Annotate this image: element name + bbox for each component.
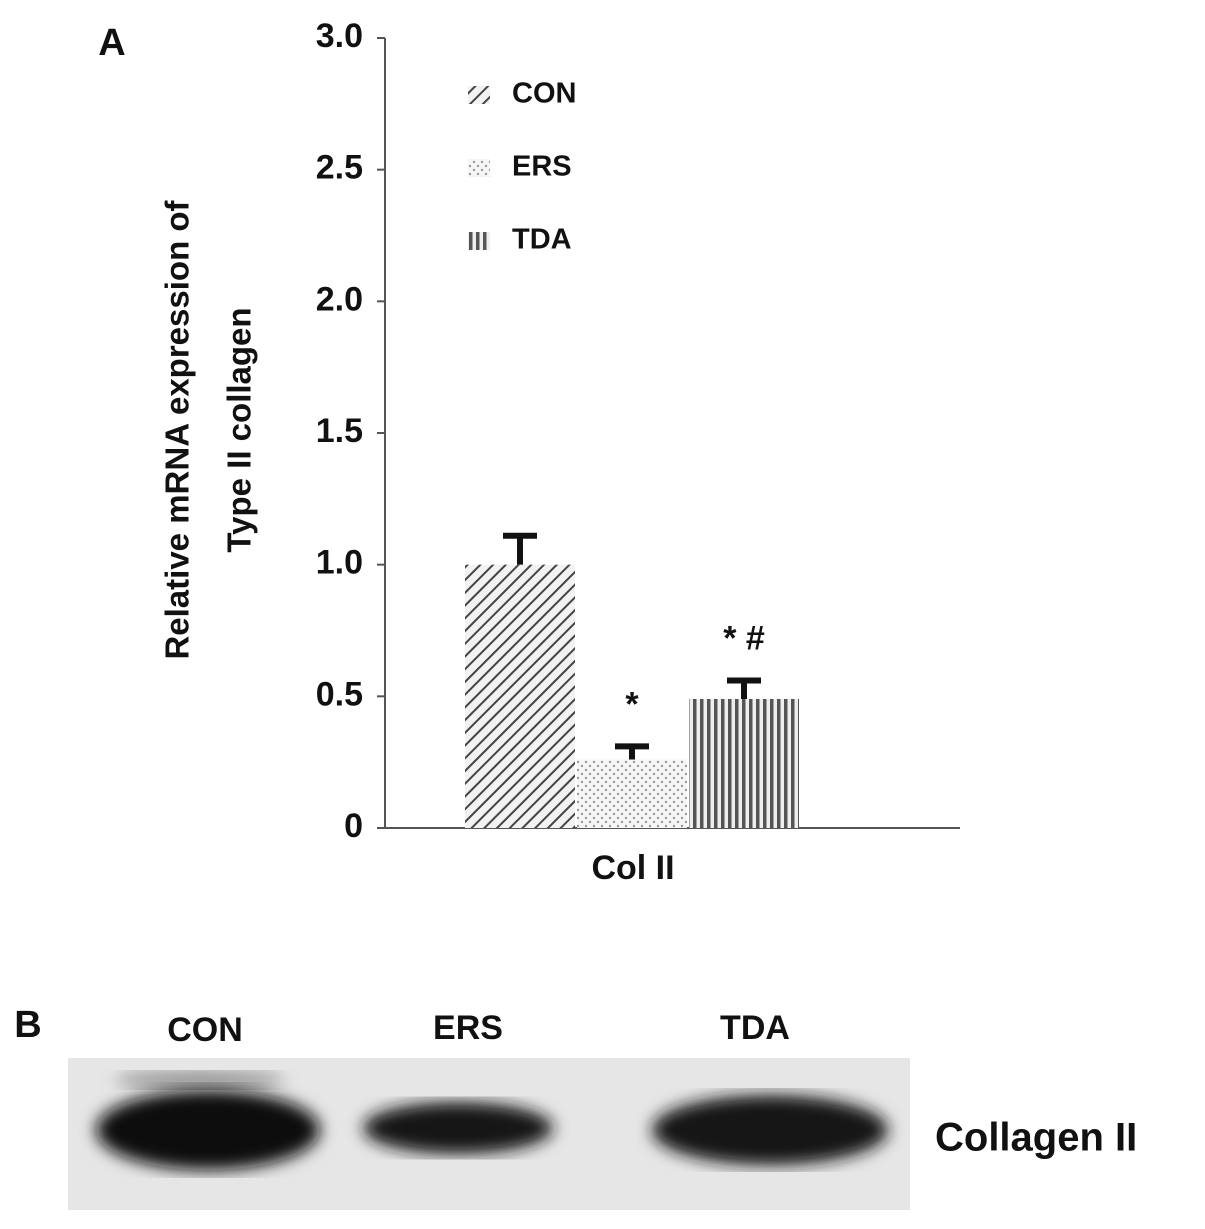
- error-bar: [727, 677, 761, 699]
- lane-label: TDA: [720, 1009, 790, 1047]
- bar: [689, 698, 799, 828]
- blot-band: [363, 1102, 553, 1154]
- legend-label: ERS: [512, 151, 572, 183]
- y-axis-label: Type II collagen: [221, 307, 258, 552]
- legend-swatch: [468, 232, 490, 250]
- y-tick-label: 0: [344, 807, 363, 845]
- panel-label: A: [98, 22, 125, 64]
- legend-label: TDA: [512, 224, 572, 256]
- bar: [577, 759, 687, 828]
- y-tick-label: 2.0: [316, 280, 363, 318]
- legend-swatch: [468, 86, 490, 104]
- y-tick-label: 3.0: [316, 17, 363, 55]
- y-axis-label: Relative mRNA expression of: [159, 199, 196, 659]
- legend-label: CON: [512, 78, 576, 110]
- western-blot: B CON ERS TDA Collagen II: [14, 1004, 1137, 1210]
- legend-swatch: [468, 159, 490, 177]
- y-tick-label: 0.5: [316, 675, 363, 713]
- y-tick-label: 2.5: [316, 149, 363, 187]
- y-tick-label: 1.0: [316, 544, 363, 582]
- significance-mark: *: [625, 685, 639, 723]
- blot-band: [96, 1090, 320, 1170]
- error-bar: [503, 532, 537, 565]
- protein-label: Collagen II: [935, 1116, 1137, 1160]
- panel-label: B: [14, 1004, 41, 1046]
- y-tick-label: 1.5: [316, 412, 363, 450]
- lane-label: ERS: [433, 1009, 503, 1047]
- error-bar: [615, 743, 649, 760]
- bar: [465, 564, 575, 828]
- blot-smear: [115, 1072, 285, 1088]
- significance-mark: * #: [723, 620, 765, 658]
- lane-label: CON: [167, 1011, 243, 1049]
- x-tick-label: Col II: [591, 849, 674, 887]
- blot-band: [652, 1095, 888, 1165]
